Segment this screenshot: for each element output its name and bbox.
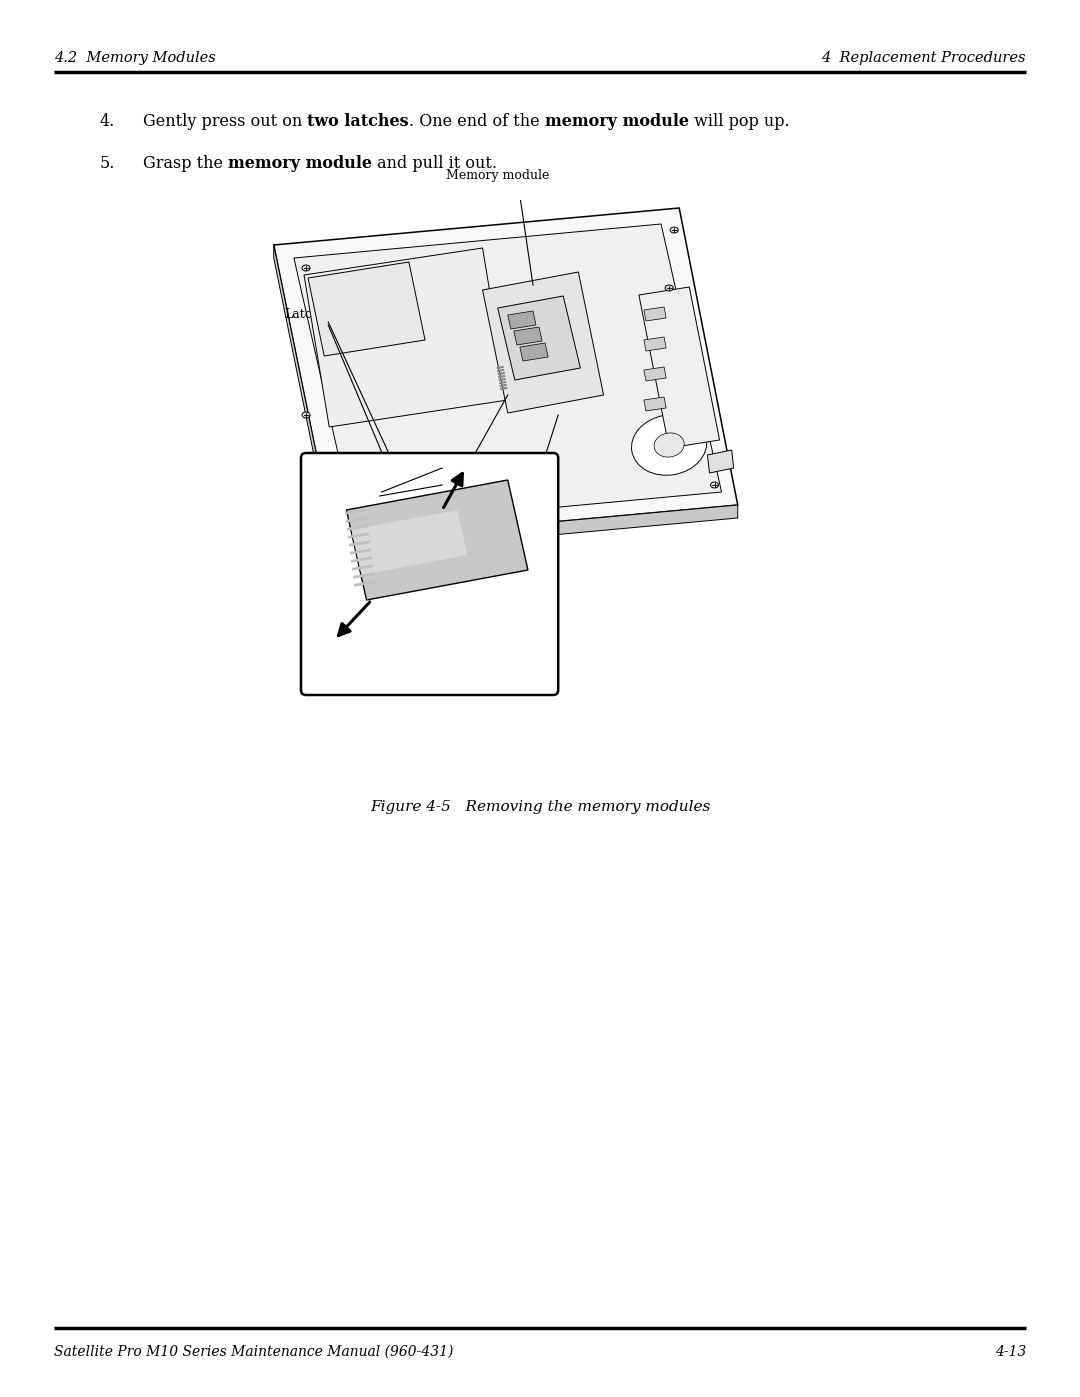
Ellipse shape xyxy=(632,415,706,475)
Text: Satellite Pro M10 Series Maintenance Manual (960-431): Satellite Pro M10 Series Maintenance Man… xyxy=(54,1345,454,1359)
Polygon shape xyxy=(644,397,666,411)
Polygon shape xyxy=(498,296,580,380)
Polygon shape xyxy=(273,208,738,542)
Polygon shape xyxy=(351,510,468,576)
Ellipse shape xyxy=(302,265,310,271)
Text: 4.2  Memory Modules: 4.2 Memory Modules xyxy=(54,52,216,66)
Text: memory module: memory module xyxy=(228,155,373,172)
Text: 4  Replacement Procedures: 4 Replacement Procedures xyxy=(822,52,1026,66)
Ellipse shape xyxy=(711,482,718,488)
Ellipse shape xyxy=(340,527,349,534)
Polygon shape xyxy=(308,263,426,356)
Text: and pull it out.: and pull it out. xyxy=(373,155,497,172)
Ellipse shape xyxy=(494,507,502,513)
Ellipse shape xyxy=(671,226,678,233)
Polygon shape xyxy=(644,307,666,321)
Text: Latches: Latches xyxy=(284,309,334,321)
Text: Gently press out on: Gently press out on xyxy=(143,113,308,130)
FancyBboxPatch shape xyxy=(301,453,558,694)
Text: Memory module: Memory module xyxy=(446,169,550,182)
Polygon shape xyxy=(483,272,604,414)
Polygon shape xyxy=(508,312,536,330)
Text: 4.: 4. xyxy=(100,113,116,130)
Polygon shape xyxy=(335,504,738,555)
Polygon shape xyxy=(303,249,508,427)
Text: Figure 4-5   Removing the memory modules: Figure 4-5 Removing the memory modules xyxy=(369,800,711,814)
Polygon shape xyxy=(519,344,549,360)
Polygon shape xyxy=(294,224,721,527)
Text: 4-13: 4-13 xyxy=(995,1345,1026,1359)
Text: Grasp the: Grasp the xyxy=(143,155,228,172)
Polygon shape xyxy=(347,481,528,599)
Polygon shape xyxy=(644,337,666,351)
Polygon shape xyxy=(514,327,542,345)
Text: memory module: memory module xyxy=(544,113,689,130)
Text: will pop up.: will pop up. xyxy=(689,113,789,130)
Ellipse shape xyxy=(665,285,673,291)
Text: . One end of the: . One end of the xyxy=(409,113,544,130)
Text: 5.: 5. xyxy=(100,155,116,172)
Ellipse shape xyxy=(654,433,685,457)
Polygon shape xyxy=(639,286,719,448)
Polygon shape xyxy=(273,244,335,555)
Polygon shape xyxy=(707,450,733,474)
Ellipse shape xyxy=(302,412,310,418)
Text: two latches: two latches xyxy=(308,113,409,130)
Polygon shape xyxy=(644,367,666,381)
